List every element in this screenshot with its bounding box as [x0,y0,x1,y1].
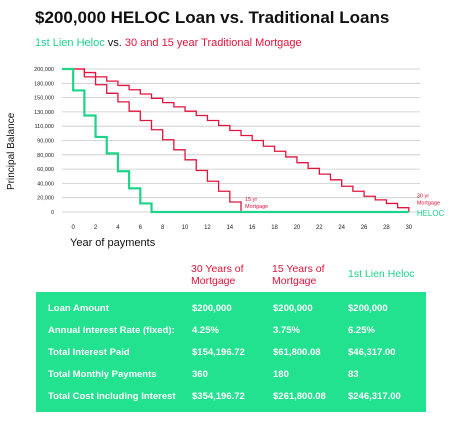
row-value-15yr: $261,800.08 [273,391,326,402]
x-tick-label: 20 [294,225,301,231]
row-value-15yr: $200,000 [273,303,313,314]
y-tick-labels: 200,000 180,000 150,000 130,000 110,000 90,00… [34,67,54,216]
y-tick-label: 130,000 [34,110,54,116]
col-header-15yr: 15 Years of Mortgage [272,263,352,287]
x-tick-label: 10 [182,225,189,231]
col-header-30yr-line2: Mortgage [191,275,236,287]
y-tick-label: 150,000 [34,96,54,102]
x-tick-label: 6 [139,225,143,231]
table-row: Annual Interest Rate (fixed): 4.25% 3.75… [36,320,426,342]
y-tick-label: 110,000 [35,124,54,130]
x-tick-label: 0 [72,225,76,231]
comparison-table: Loan Amount $200,000 $200,000 $200,000 A… [36,292,426,412]
balance-chart: 200,000 180,000 150,000 130,000 110,000 90,00… [34,67,445,231]
chart-subtitle: 1st Lien Heloc vs. 30 and 15 year Tradit… [35,37,302,49]
table-row: Total Interest Paid $154,196.72 $61,800.… [36,342,426,364]
y-tick-label: 200,000 [34,67,54,73]
row-value-15yr: 180 [273,369,289,380]
x-tick-label: 12 [204,225,211,231]
x-tick-label: 26 [361,225,368,231]
x-tick-label: 30 [405,225,412,231]
col-header-15yr-line2: Mortgage [272,275,317,287]
x-tick-label: 22 [316,225,323,231]
row-label: Total Cost including Interest [48,391,176,402]
x-tick-label: 2 [94,225,98,231]
mortgage-15yr-line [73,68,242,212]
series-label-15yr-line2: Mortgage [245,204,268,210]
col-header-30yr-line1: 30 Years of [191,263,244,275]
y-tick-label: 60,000 [37,167,54,173]
table-row: Loan Amount $200,000 $200,000 $200,000 [36,298,426,320]
row-value-30yr: 360 [192,369,208,380]
y-tick-label: 40,000 [37,181,54,187]
chart-grid [62,68,420,213]
x-tick-label: 14 [226,225,233,231]
x-tick-label: 28 [383,225,390,231]
row-label: Loan Amount [48,303,109,314]
col-header-15yr-line1: 15 Years of [272,263,325,275]
row-value-heloc: $46,317.00 [348,347,396,358]
row-value-15yr: $61,800.08 [273,347,321,358]
table-row: Total Cost including Interest $354,196.7… [36,386,426,408]
table-row: Total Monthly Payments 360 180 83 [36,364,426,386]
chart-lines [62,67,410,214]
col-header-heloc-line1: 1st Lien Heloc [348,268,415,280]
row-value-30yr: $200,000 [192,303,232,314]
x-tick-label: 8 [161,225,165,231]
row-label: Annual Interest Rate (fixed): [48,325,175,336]
col-header-30yr: 30 Years of Mortgage [191,263,271,287]
row-value-heloc: 6.25% [348,325,375,336]
row-value-15yr: 3.75% [273,325,300,336]
row-value-heloc: $200,000 [348,303,388,314]
row-value-heloc: $246,317.00 [348,391,401,402]
y-tick-label: 0 [51,210,54,216]
row-label: Total Monthly Payments [48,369,157,380]
heloc-line [62,67,409,214]
row-value-heloc: 83 [348,369,359,380]
subtitle-vs: vs. [107,37,122,49]
row-value-30yr: 4.25% [192,325,219,336]
subtitle-traditional: 30 and 15 year Traditional Mortgage [124,37,302,49]
y-tick-label: 180,000 [34,81,54,87]
x-tick-label: 18 [271,225,278,231]
series-label-30yr-line1: 30 yr [417,194,429,200]
x-axis-label: Year of payments [70,237,156,249]
row-value-30yr: $354,196.72 [192,391,245,402]
row-value-30yr: $154,196.72 [192,347,245,358]
x-tick-label: 4 [116,225,120,231]
series-label-heloc: HELOC [417,209,445,218]
row-label: Total Interest Paid [48,347,130,358]
series-label-30yr-line2: Mortgage [417,201,440,207]
x-tick-label: 16 [249,225,256,231]
col-header-heloc: 1st Lien Heloc [348,268,428,280]
y-tick-label: 90,000 [37,139,54,145]
x-tick-label: 24 [338,225,345,231]
mortgage-30yr-line [73,68,410,212]
x-tick-labels: 0 2 4 6 8 10 12 14 16 18 20 22 24 26 28 30 [72,225,413,231]
series-label-15yr-line1: 15 yr [245,197,257,203]
page-title: $200,000 HELOC Loan vs. Traditional Loan… [35,8,390,27]
y-tick-label: 80,000 [37,153,54,159]
y-tick-label: 20,000 [37,196,54,202]
subtitle-heloc: 1st Lien Heloc [35,37,105,49]
